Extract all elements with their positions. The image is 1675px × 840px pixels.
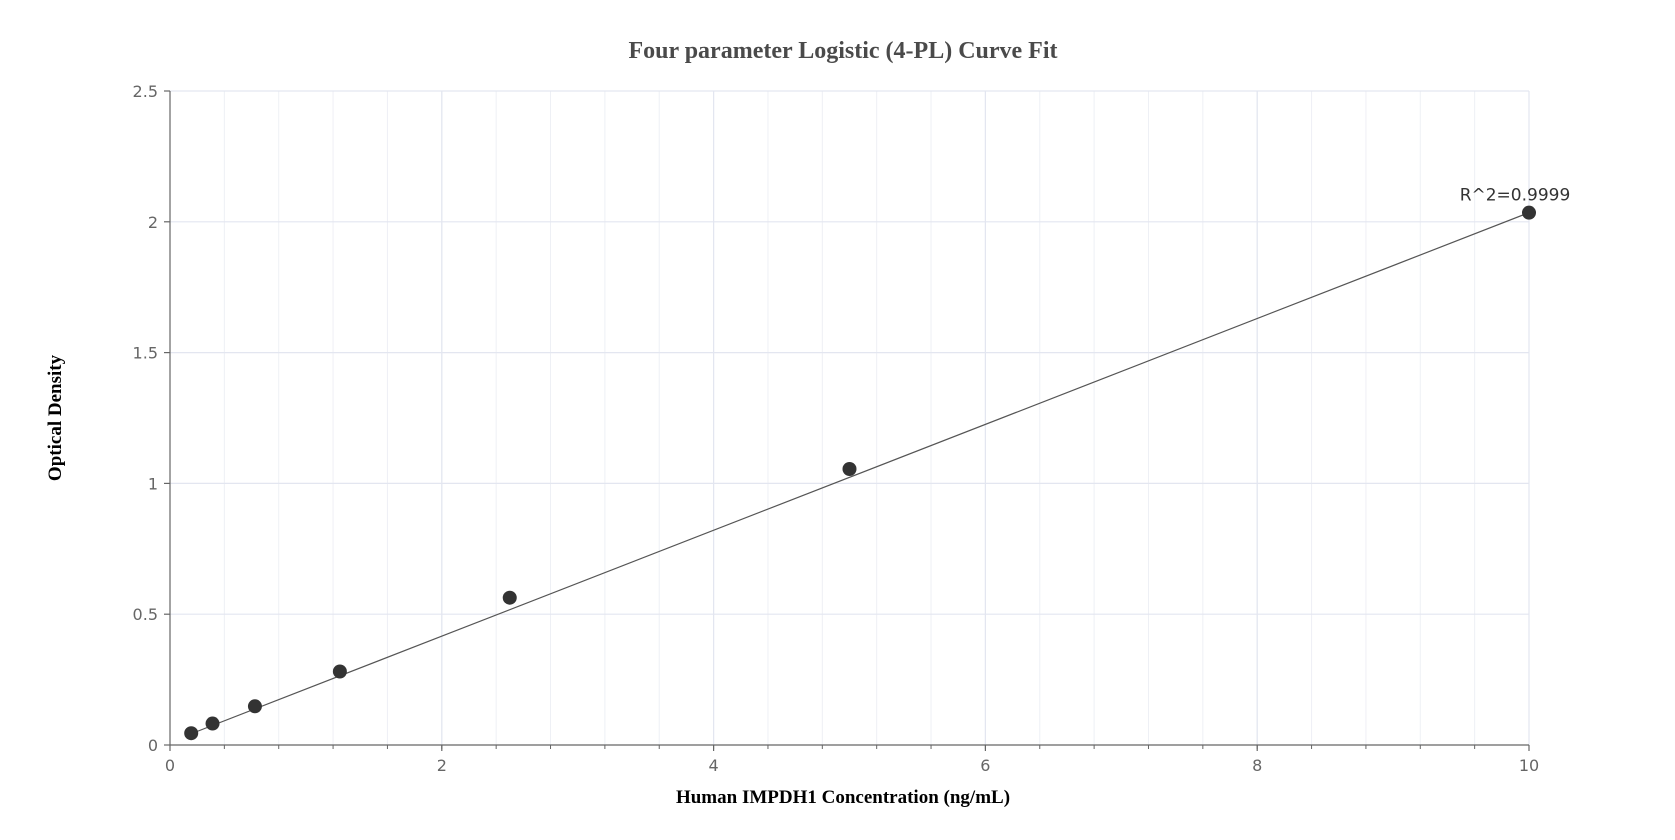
x-tick-label: 6 [980, 756, 990, 775]
y-ticks: 0 0.5 1 1.5 2 2.5 [133, 82, 170, 755]
r-squared-annotation: R^2=0.9999 [1460, 186, 1571, 206]
x-tick-label: 4 [709, 756, 719, 775]
y-tick-label: 2.5 [133, 82, 158, 101]
chart-title: Four parameter Logistic (4-PL) Curve Fit [628, 38, 1057, 64]
data-point [184, 726, 199, 741]
y-tick-label: 0 [148, 736, 158, 755]
y-tick-label: 2 [148, 213, 158, 232]
data-point [205, 716, 220, 731]
data-point [1522, 205, 1536, 220]
grid [170, 90, 1530, 745]
y-tick-label: 1.5 [133, 344, 158, 363]
y-tick-label: 0.5 [133, 605, 158, 624]
data-points [184, 205, 1536, 741]
x-ticks: 0 2 4 6 8 10 [165, 745, 1539, 775]
x-tick-label: 10 [1519, 756, 1539, 775]
y-axis-label: Optical Density [45, 354, 66, 481]
axes [169, 91, 1529, 746]
x-tick-label: 8 [1252, 756, 1262, 775]
data-point [247, 699, 262, 714]
y-tick-label: 1 [148, 474, 158, 493]
fit-line [190, 212, 1530, 735]
x-axis-label: Human IMPDH1 Concentration (ng/mL) [676, 787, 1010, 808]
data-point [332, 664, 347, 679]
data-point [502, 590, 517, 605]
fit-curve [190, 212, 1530, 735]
x-tick-label: 2 [437, 756, 447, 775]
data-point [842, 462, 857, 477]
x-tick-label: 0 [165, 756, 175, 775]
